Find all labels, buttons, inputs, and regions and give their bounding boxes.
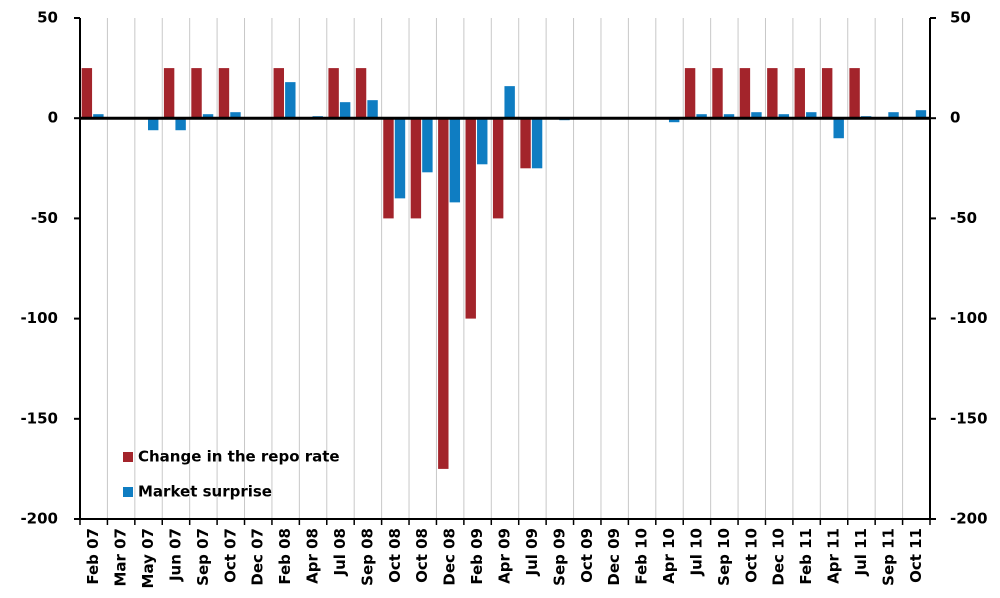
bar — [531, 118, 543, 169]
bar — [81, 68, 93, 119]
bar — [367, 100, 378, 119]
x-tick-label: Apr 11 — [825, 528, 843, 584]
bar — [751, 112, 762, 119]
bar — [202, 114, 214, 119]
bar — [93, 114, 104, 119]
x-tick-label: Apr 08 — [304, 528, 322, 584]
y-tick-label: -200 — [20, 510, 58, 528]
bar — [492, 118, 504, 219]
x-tick-label: Oct 07 — [221, 528, 239, 583]
bar — [465, 118, 476, 319]
y-tick-label: -50 — [31, 209, 58, 227]
bar — [449, 118, 461, 203]
x-tick-label: Oct 08 — [386, 528, 404, 583]
x-tick-label: Feb 07 — [84, 528, 102, 585]
x-tick-label: Oct 09 — [578, 528, 596, 583]
legend-swatch — [123, 487, 133, 497]
x-tick-label: Apr 09 — [496, 528, 514, 584]
bar — [888, 112, 899, 119]
x-tick-label: Jun 07 — [166, 528, 184, 582]
x-tick-label: Jul 08 — [331, 528, 349, 577]
bar — [739, 68, 751, 119]
y-tick-label: -150 — [20, 409, 58, 427]
y2-tick-label: -100 — [950, 309, 988, 327]
x-tick-label: Feb 09 — [468, 528, 486, 585]
x-tick-label: Sep 11 — [879, 528, 897, 586]
bar — [218, 68, 230, 119]
x-tick-label: Jul 10 — [687, 528, 705, 577]
bar — [163, 68, 175, 119]
x-tick-label: Sep 07 — [194, 528, 212, 586]
x-tick-label: Sep 08 — [358, 528, 376, 586]
x-tick-label: Oct 10 — [742, 528, 760, 583]
bar — [410, 118, 422, 219]
x-tick-label: Jul 11 — [852, 528, 870, 577]
bar — [684, 68, 696, 119]
bar — [833, 118, 844, 139]
legend-label: Market surprise — [138, 483, 272, 501]
bar — [230, 112, 241, 119]
bar — [148, 118, 159, 131]
legend-swatch — [123, 452, 133, 462]
legend-label: Change in the repo rate — [138, 448, 340, 466]
bar — [339, 102, 351, 119]
y-tick-label: 50 — [37, 9, 58, 27]
y2-tick-label: -200 — [950, 510, 988, 528]
x-tick-label: Feb 08 — [276, 528, 294, 585]
x-tick-label: Oct 08 — [413, 528, 431, 583]
bar — [328, 68, 339, 119]
bar — [712, 68, 723, 119]
bar — [394, 118, 406, 199]
x-tick-label: Oct 11 — [907, 528, 925, 583]
bar — [504, 86, 515, 119]
bar — [794, 68, 805, 119]
bar — [191, 68, 202, 119]
x-tick-label: Apr 10 — [660, 528, 678, 584]
x-tick-label: Sep 09 — [550, 528, 568, 586]
bar — [355, 68, 367, 119]
bar — [438, 118, 449, 469]
bar — [806, 112, 817, 119]
y-tick-label: -100 — [20, 309, 58, 327]
x-tick-label: Dec 10 — [770, 528, 788, 586]
bar — [696, 114, 707, 119]
bar — [520, 118, 531, 169]
bar — [723, 114, 735, 119]
x-tick-label: Feb 11 — [797, 528, 815, 585]
y2-tick-label: -50 — [950, 209, 977, 227]
bar — [778, 114, 790, 119]
y-tick-label: 0 — [48, 109, 58, 127]
x-tick-label: May 07 — [139, 528, 157, 588]
x-tick-label: Dec 07 — [249, 528, 267, 586]
x-tick-label: Jul 09 — [523, 528, 541, 577]
y2-tick-label: 0 — [950, 109, 960, 127]
bar — [285, 82, 296, 119]
bar — [849, 68, 860, 119]
x-tick-label: Feb 10 — [633, 528, 651, 585]
y2-tick-label: 50 — [950, 9, 971, 27]
bar — [668, 118, 680, 123]
bar — [477, 118, 488, 165]
bar — [273, 68, 284, 119]
bar — [175, 118, 186, 131]
x-tick-label: Sep 10 — [715, 528, 733, 586]
bar — [821, 68, 833, 119]
x-tick-label: Dec 08 — [441, 528, 459, 586]
bar — [915, 110, 927, 119]
y2-tick-label: -150 — [950, 409, 988, 427]
bar — [767, 68, 778, 119]
x-tick-label: Dec 09 — [605, 528, 623, 586]
bar — [422, 118, 433, 173]
bar — [383, 118, 394, 219]
x-tick-label: Mar 07 — [112, 528, 130, 587]
